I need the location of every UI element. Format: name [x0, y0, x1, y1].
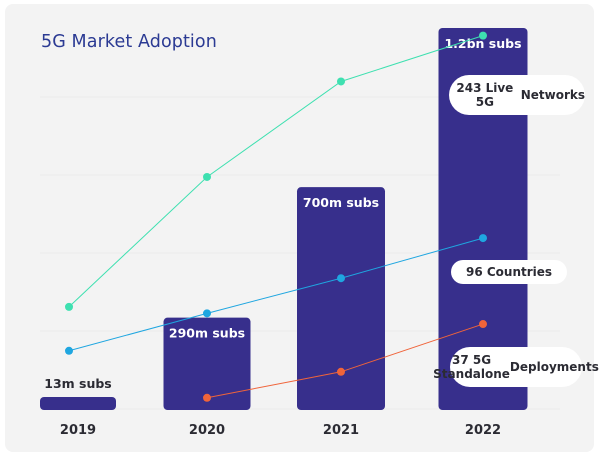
x-tick-label: 2020 [189, 423, 225, 438]
series-point [337, 274, 345, 283]
x-tick-label: 2021 [323, 423, 359, 438]
series-point [65, 302, 73, 311]
bar-2020 [163, 317, 251, 410]
bars [40, 28, 528, 410]
series-line [68, 237, 484, 352]
bar-2021 [297, 187, 385, 410]
x-axis-ticks: 2019 2020 2021 2022 [60, 423, 501, 438]
series-5g-standalone-deployments [203, 320, 487, 402]
chart-title: 5G Market Adoption [41, 32, 217, 52]
series-point [479, 320, 487, 329]
bar-label-2021: 700m subs [303, 195, 379, 210]
series-countries [65, 234, 487, 355]
series-point [203, 393, 211, 402]
series-point [203, 309, 211, 318]
series-lines [65, 31, 487, 402]
series-point [479, 31, 487, 40]
series-label-live-networks: 243 Live 5G Networks [449, 75, 585, 115]
series-label-standalone: 37 5G Standalone Deployments [433, 347, 599, 387]
bar-labels: 13m subs 290m subs 700m subs 1.2bn subs [44, 36, 521, 391]
series-point [203, 172, 211, 181]
series-label-countries: 96 Countries [451, 260, 567, 284]
x-tick-label: 2019 [60, 423, 96, 438]
bar-label-2020: 290m subs [169, 326, 245, 341]
bar-label-2019: 13m subs [44, 376, 112, 391]
series-point [337, 77, 345, 86]
bar-2022 [438, 28, 528, 410]
series-point [65, 346, 73, 355]
series-point [337, 367, 345, 376]
series-point [479, 234, 487, 243]
bar-2019 [40, 397, 116, 410]
bar-label-2022: 1.2bn subs [444, 36, 521, 51]
x-tick-label: 2022 [465, 423, 501, 438]
series-line [68, 35, 484, 308]
series-live-5g-networks [65, 31, 487, 311]
